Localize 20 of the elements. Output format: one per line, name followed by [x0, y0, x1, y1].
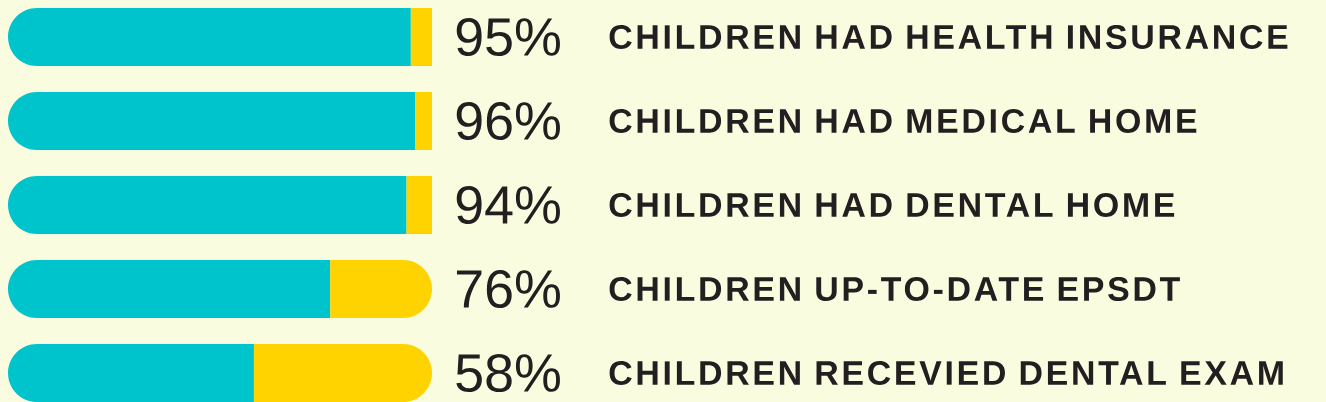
data-label: 96%	[456, 101, 560, 141]
bar	[253, 344, 432, 402]
bar	[8, 7, 411, 66]
data-label: 58%	[456, 353, 560, 393]
y-tick-label: CHILDREN HAD DENTAL HOME	[609, 193, 1175, 217]
y-tick-label: CHILDREN UP-TO-DATE EPSDT	[609, 277, 1180, 301]
bar	[8, 175, 407, 234]
bar	[406, 175, 432, 234]
bar	[8, 91, 416, 150]
bar	[8, 260, 331, 319]
bar	[8, 344, 254, 402]
data-label: 76%	[456, 269, 560, 309]
y-tick-label: CHILDREN HAD HEALTH INSURANCE	[609, 24, 1288, 49]
bar	[415, 91, 432, 150]
bar	[330, 260, 432, 319]
bar	[410, 7, 432, 66]
data-label: 94%	[456, 185, 560, 225]
y-tick-label: CHILDREN HAD MEDICAL HOME	[609, 108, 1197, 133]
data-label: 95%	[456, 17, 560, 57]
y-tick-label: CHILDREN RECEVIED DENTAL EXAM	[609, 361, 1283, 386]
